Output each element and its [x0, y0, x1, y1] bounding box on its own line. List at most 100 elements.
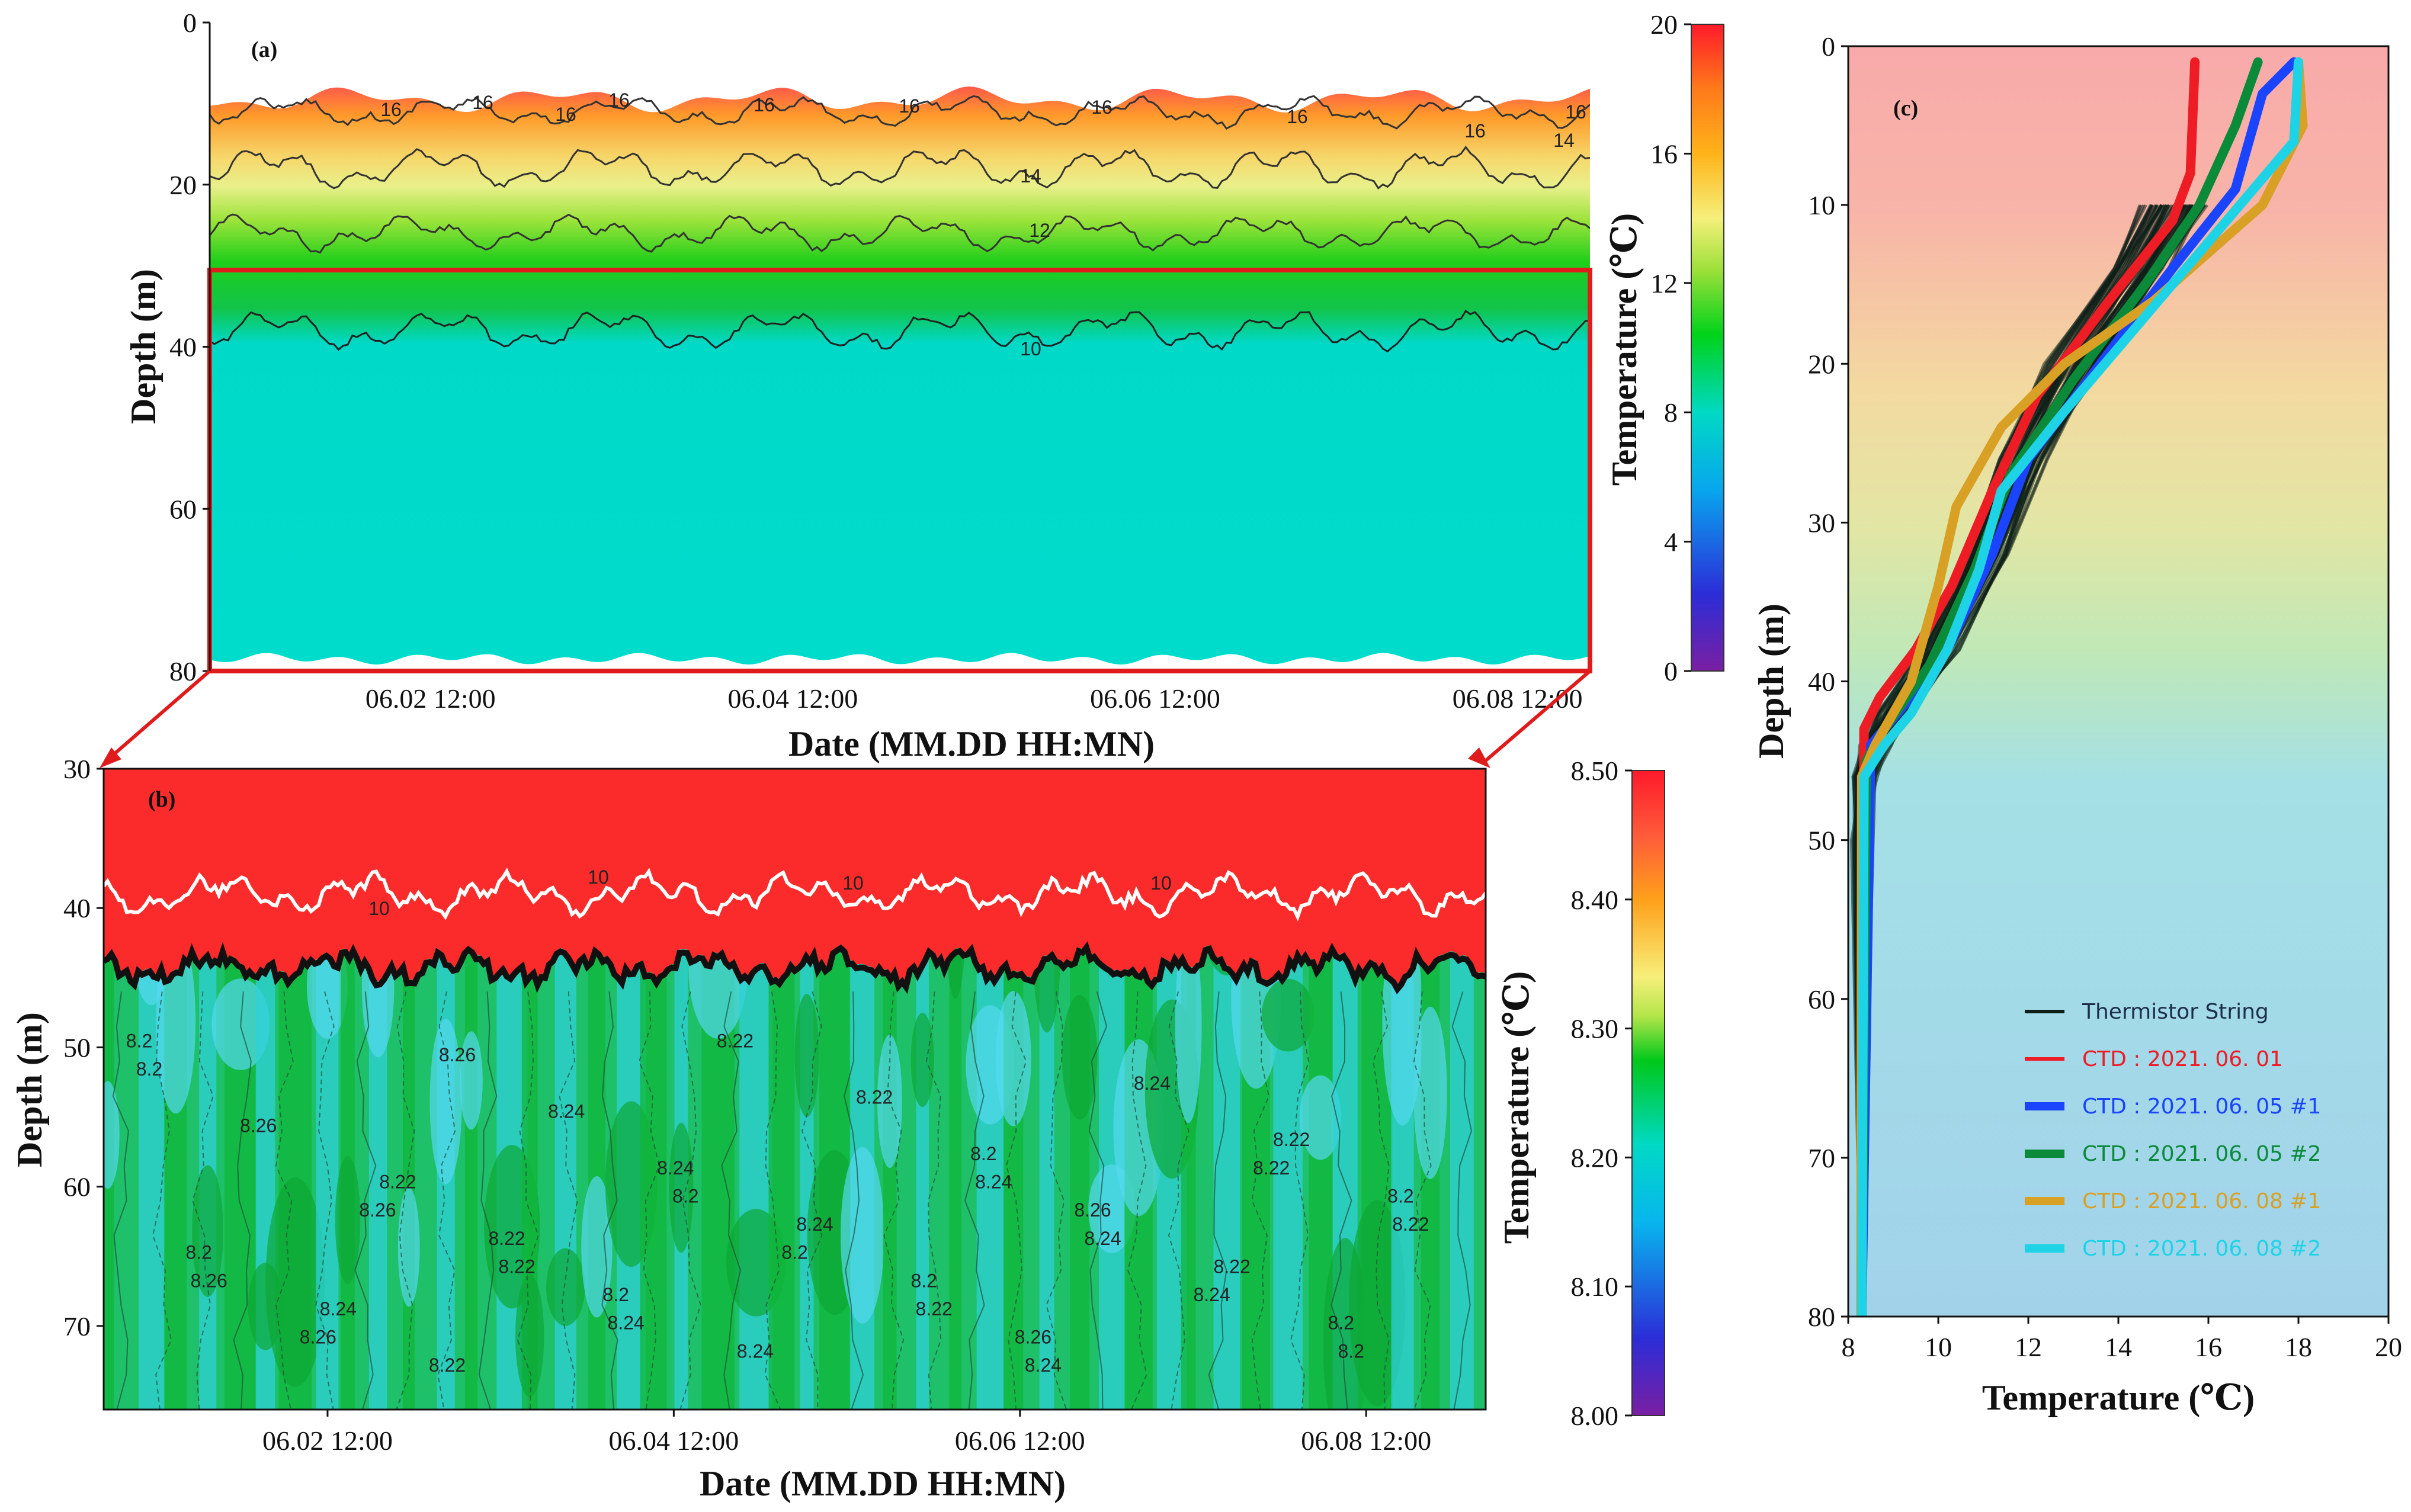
isotherm-14 [210, 145, 1590, 190]
contour-label: 8.22 [379, 1171, 416, 1193]
panel-c-y-tick-labels: 0 10 20 30 40 50 60 70 80 [1808, 31, 1835, 1332]
cbar-tick-label-12: 12 [1650, 268, 1678, 298]
panel-b-contour-lines [112, 991, 1472, 1410]
contour-label: 8.2 [1328, 1312, 1354, 1334]
contour-line [1451, 991, 1472, 1410]
contour-line [801, 991, 823, 1410]
legend-label-5: CTD : 2021. 06. 08 #2 [2082, 1237, 2321, 1261]
contour-label: 16 [1464, 120, 1486, 142]
contour-line [437, 991, 456, 1410]
cbar-tick-label-8.10: 8.10 [1571, 1272, 1619, 1302]
series-line-1 [1857, 57, 2200, 1317]
cbar-tick-label-8.20: 8.20 [1571, 1142, 1619, 1173]
contour-label: 8.24 [737, 1340, 774, 1362]
y-tick-label-30: 30 [1808, 508, 1835, 538]
x-tick-label-1: 06.04 12:00 [608, 1426, 739, 1456]
panel-b-isotherm-10 [104, 868, 1486, 922]
contour-label: 8.22 [488, 1228, 525, 1249]
contour-label: 14 [1553, 130, 1575, 151]
zoom-connector-right-arrow [1468, 747, 1490, 768]
legend-label-1: CTD : 2021. 06. 01 [2082, 1047, 2283, 1071]
patch [460, 1031, 483, 1130]
patch [995, 991, 1031, 1126]
contour-line [152, 991, 172, 1410]
contour-label: 8.2 [970, 1143, 996, 1164]
contour-label: 8.24 [608, 1312, 645, 1334]
panel-a-y-tick-labels: 0 20 40 60 80 [169, 8, 197, 686]
panel-b-colorbar [1631, 770, 1665, 1416]
y-tick-label-40: 40 [63, 893, 91, 923]
contour-label: 8.24 [1134, 1073, 1171, 1094]
contour-line [1005, 991, 1027, 1410]
contour-line [601, 991, 618, 1410]
contour-label: 12 [1029, 220, 1050, 241]
legend-label-0: Thermistor String [2082, 1000, 2269, 1024]
cbar-tick-label-8.50: 8.50 [1571, 756, 1619, 786]
x-tick-label-12: 12 [2015, 1332, 2042, 1362]
y-tick-label-80: 80 [169, 656, 197, 686]
contour-line [964, 991, 985, 1410]
contour-line [517, 991, 539, 1410]
panel-c-legend: Thermistor String CTD : 2021. 06. 01 CTD :… [2025, 1000, 2321, 1261]
zoom-connector-right [1483, 669, 1591, 763]
series-line-4 [1856, 57, 2308, 1317]
contour-line [233, 991, 252, 1410]
panel-c-label: (c) [1893, 96, 1918, 121]
patch [265, 1177, 325, 1387]
panel-b-x-tick-labels: 06.02 12:00 06.04 12:00 06.06 12:00 06.08 1… [262, 1426, 1431, 1456]
contour-label: 16 [1565, 101, 1586, 123]
series-line-5 [1857, 57, 2303, 1317]
contour-line [1046, 991, 1067, 1410]
contour-label: 16 [608, 89, 630, 111]
x-tick-label-2: 06.06 12:00 [955, 1426, 1085, 1456]
contour-line [478, 991, 498, 1410]
cbar-tick-label-8.00: 8.00 [1571, 1401, 1619, 1431]
contour-label: 8.24 [1084, 1228, 1121, 1249]
contour-line [1208, 991, 1227, 1410]
panel-a-y-label: Depth (m) [124, 269, 163, 424]
contour-line [883, 991, 905, 1410]
patch [104, 1081, 120, 1189]
contour-line [1330, 991, 1352, 1410]
contour-line [1290, 991, 1310, 1410]
x-tick-label-3: 06.08 12:00 [1301, 1426, 1431, 1456]
cbar-tick-label-4: 4 [1664, 527, 1678, 557]
panel-c-x-label: Temperature (℃) [1982, 1378, 2255, 1417]
panel-c-ticks [1841, 45, 2390, 1324]
white-isotherm-label: 10 [842, 872, 864, 894]
contour-label: 10 [1020, 338, 1041, 359]
contour-label: 8.2 [602, 1284, 629, 1305]
cbar-tick-label-20: 20 [1650, 9, 1678, 40]
contour-line [925, 991, 942, 1410]
contour-line [844, 991, 864, 1410]
panel-b-x-label: Date (MM.DD HH:MN) [700, 1464, 1066, 1503]
x-tick-label-10: 10 [1925, 1332, 1952, 1362]
contour-label: 8.2 [126, 1030, 152, 1051]
contour-label: 8.24 [320, 1298, 357, 1320]
x-tick-label-18: 18 [2285, 1332, 2312, 1362]
panel-c-series [1856, 57, 2308, 1317]
patch [1299, 1075, 1342, 1160]
contour-line [559, 991, 578, 1410]
isotherm-16 [210, 95, 1590, 130]
panel-b-frame [102, 768, 1487, 1411]
patch [1261, 978, 1314, 1052]
panel-b-contour-labels: 8.2 8.22 8.24 8.26 8.2 8.24 8.2 8.2 8.22 8.2 8.22 8… [126, 1030, 1429, 1376]
panel-b-colorbar-ticks: 8.00 8.10 8.20 8.30 8.40 8.50 [1571, 756, 1632, 1431]
panel-a-contour-labels: 16 16 16 16 16 16 16 16 16 16 14 14 12 10 [380, 89, 1586, 359]
cbar-tick-label-8: 8 [1664, 397, 1678, 428]
contour-label: 8.26 [1015, 1327, 1051, 1348]
panel-b-label: (b) [148, 787, 175, 812]
y-tick-label-70: 70 [1808, 1143, 1835, 1173]
isotherm-12 [210, 213, 1590, 254]
contour-label: 8.26 [300, 1327, 336, 1348]
contour-line [1413, 991, 1432, 1410]
y-tick-label-20: 20 [169, 170, 197, 200]
contour-label: 8.22 [498, 1256, 535, 1277]
contour-label: 8.24 [1025, 1354, 1062, 1376]
contour-label: 14 [1020, 165, 1041, 187]
patch [335, 1155, 361, 1285]
patch [546, 1248, 585, 1326]
